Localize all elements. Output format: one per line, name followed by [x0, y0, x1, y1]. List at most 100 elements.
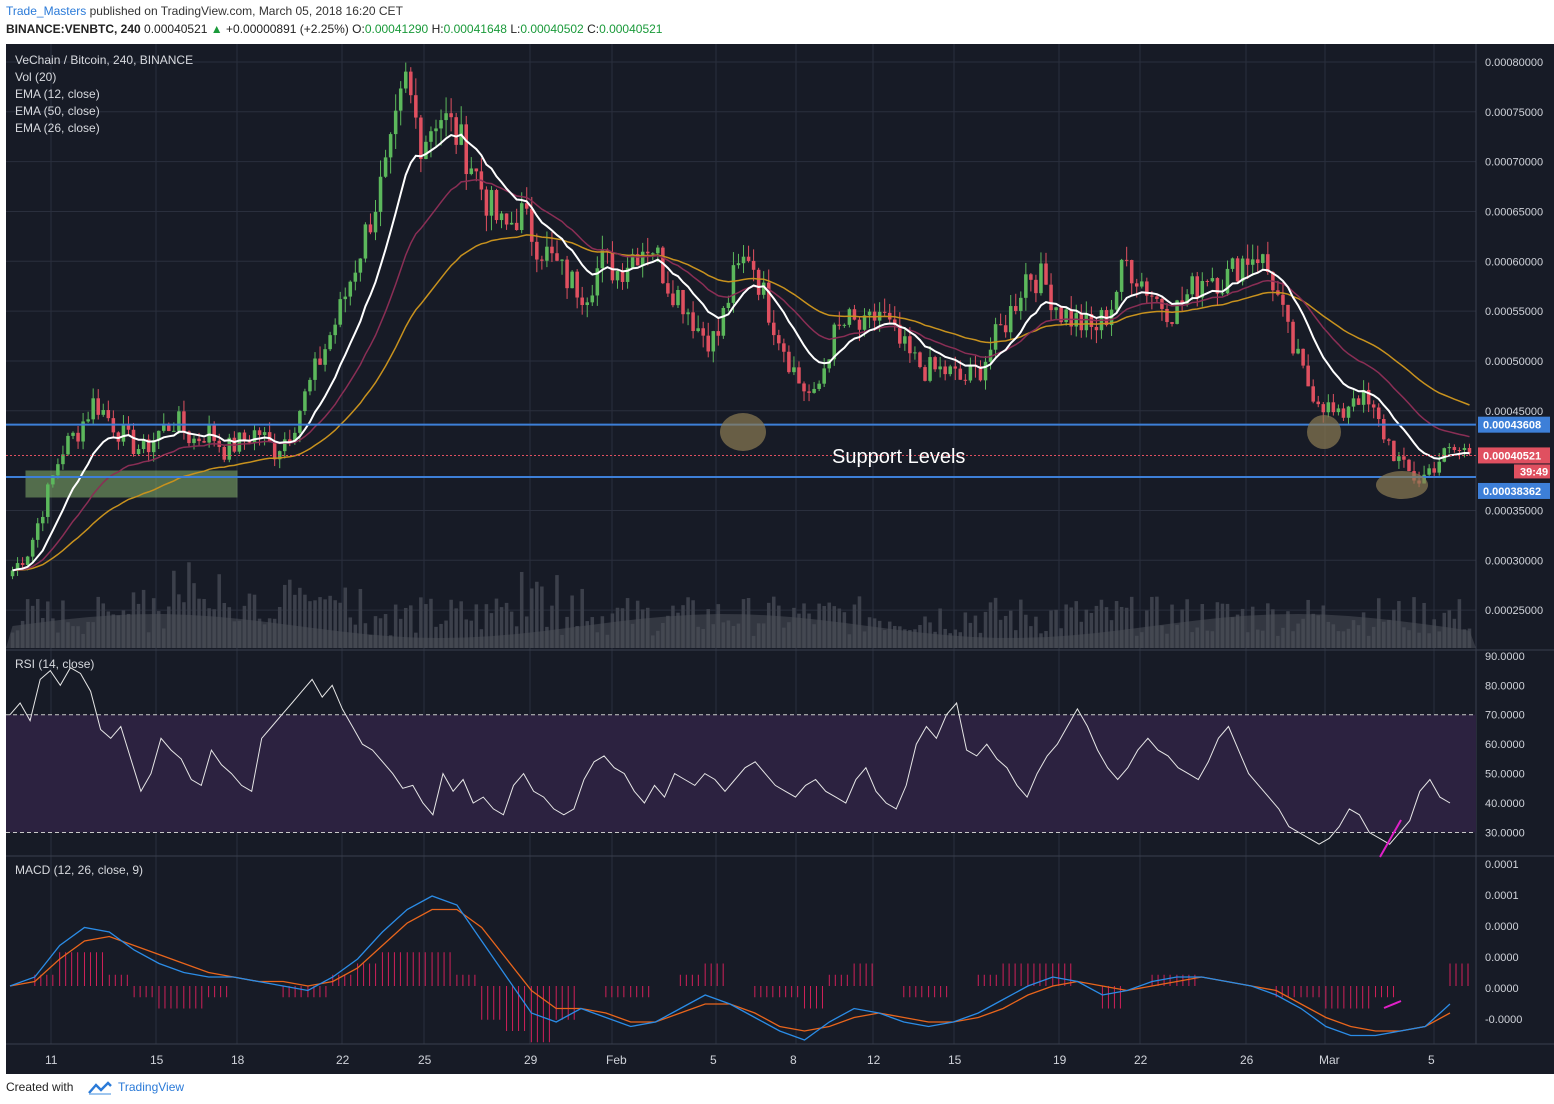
candle-body — [993, 324, 998, 350]
candle-body — [197, 438, 201, 442]
candle-body — [892, 319, 897, 325]
candle-body — [1084, 314, 1089, 331]
candle-body — [575, 271, 579, 298]
volume-bar — [530, 588, 534, 648]
candle-body — [1124, 259, 1129, 261]
candle-body — [615, 271, 620, 281]
volume-bar — [988, 602, 993, 648]
volume-bar — [1003, 615, 1008, 648]
candle-body — [1165, 308, 1169, 323]
author-link[interactable]: Trade_Masters — [6, 4, 87, 18]
candle-body — [434, 128, 438, 132]
x-tick-label: 19 — [1053, 1053, 1067, 1067]
candle-body — [333, 324, 337, 336]
candle-body — [106, 410, 111, 419]
candle-body — [499, 213, 504, 221]
volume-bar — [187, 562, 191, 648]
candle-body — [625, 267, 630, 282]
rsi-tick-label: 90.0000 — [1485, 651, 1525, 663]
volume-bar — [494, 598, 499, 648]
candle-body — [988, 349, 993, 362]
candle-body — [288, 439, 292, 443]
volume-bar — [373, 616, 378, 648]
candle-body — [1024, 274, 1028, 298]
ohlc-line: BINANCE:VENBTC, 240 0.00040521 ▲ +0.0000… — [6, 22, 662, 36]
candle-body — [913, 352, 917, 354]
volume-bar — [469, 620, 474, 648]
ema50-line — [12, 234, 1470, 572]
candle-body — [726, 302, 731, 308]
candle-body — [535, 241, 539, 260]
candle-body — [867, 311, 872, 316]
candle-body — [676, 289, 680, 306]
candle-body — [353, 272, 358, 282]
candle-body — [35, 523, 40, 540]
candle-body — [842, 324, 847, 326]
candle-body — [908, 336, 912, 354]
candle-body — [837, 324, 842, 326]
volume-bar — [968, 622, 973, 648]
candle-body — [30, 539, 35, 557]
volume-bar — [444, 620, 448, 648]
candle-body — [817, 383, 821, 389]
candle-body — [1034, 279, 1038, 294]
candle-body — [41, 516, 45, 524]
candle-body — [25, 556, 30, 565]
candle-body — [313, 358, 317, 380]
candle-body — [81, 421, 85, 442]
candle-body — [202, 441, 206, 443]
candle-body — [177, 411, 181, 431]
candle-body — [91, 398, 95, 420]
chart-svg[interactable]: Support Levels VeChain / Bitcoin, 240, BI… — [6, 44, 1554, 1074]
candle-body — [565, 259, 569, 289]
candle-body — [550, 246, 554, 254]
rsi-tick-label: 30.0000 — [1485, 827, 1525, 839]
macd-tick-label: 0.0000 — [1485, 952, 1519, 964]
candle-body — [792, 367, 796, 373]
candle-body — [812, 388, 816, 393]
candle-body — [645, 251, 650, 254]
candle-body — [424, 141, 428, 159]
tradingview-logo-icon — [88, 1081, 112, 1095]
candle-body — [600, 249, 605, 269]
candle-body — [293, 432, 297, 443]
candle-body — [504, 213, 509, 225]
candle-body — [1150, 295, 1154, 297]
volume-bar — [393, 604, 398, 648]
candle-body — [570, 271, 574, 289]
candle-body — [620, 271, 625, 282]
candle-body — [802, 383, 806, 392]
candle-body — [182, 411, 186, 432]
up-arrow-icon: ▲ — [210, 22, 223, 36]
x-tick-label: 29 — [524, 1053, 538, 1067]
candle-body — [898, 324, 902, 344]
candle-body — [605, 249, 610, 253]
candle-body — [766, 282, 771, 323]
volume-bar — [323, 599, 327, 648]
candle-body — [86, 419, 90, 422]
rsi-line — [9, 667, 1451, 845]
candle-body — [227, 437, 232, 460]
candle-body — [439, 120, 443, 129]
publish-line: Trade_Masters published on TradingView.c… — [6, 4, 403, 18]
low-value: 0.00040502 — [520, 22, 584, 36]
candle-body — [1442, 448, 1447, 462]
volume-ma-area — [6, 614, 1476, 648]
candle-body — [1306, 365, 1310, 387]
candle-body — [1432, 468, 1436, 473]
volume-bar — [313, 600, 317, 648]
chart-area[interactable]: Support Levels VeChain / Bitcoin, 240, BI… — [6, 44, 1554, 1074]
candle-body — [444, 113, 448, 121]
open-label: O: — [352, 22, 365, 36]
low-label: L: — [510, 22, 521, 36]
candle-body — [383, 157, 388, 177]
volume-bar — [1069, 607, 1073, 648]
candle-body — [1003, 325, 1008, 333]
price-tick-label: 0.00050000 — [1485, 356, 1543, 368]
candle-body — [701, 328, 705, 336]
tradingview-link[interactable]: TradingView — [118, 1080, 185, 1094]
candle-body — [1266, 254, 1270, 272]
candle-body — [852, 309, 857, 320]
price-tick-label: 0.00075000 — [1485, 107, 1543, 119]
volume-bar — [1034, 616, 1038, 648]
